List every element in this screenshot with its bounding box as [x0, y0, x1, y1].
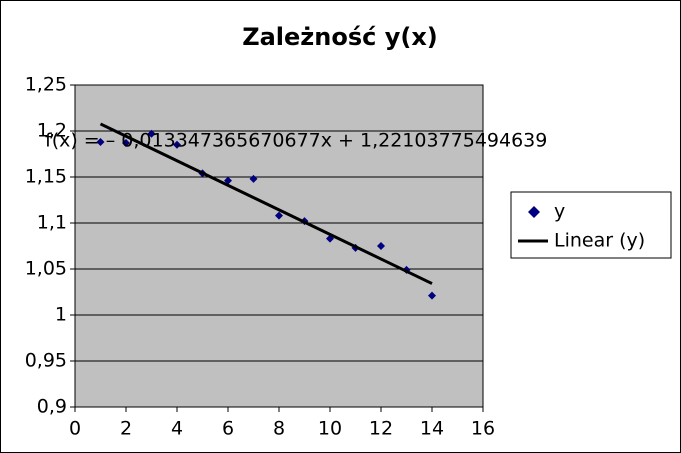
legend-label: Linear (y)	[554, 230, 645, 252]
trendline	[99, 122, 433, 285]
x-tick-label: 14	[420, 418, 444, 440]
legend-marker	[528, 206, 540, 218]
x-tick-label: 8	[273, 418, 285, 440]
x-tick-label: 6	[222, 418, 234, 440]
y-tick-label: 0,9	[37, 396, 67, 418]
x-tick-label: 0	[69, 418, 81, 440]
x-tick-label: 2	[120, 418, 132, 440]
point	[173, 140, 181, 149]
x-tick-label: 12	[369, 418, 393, 440]
point	[96, 138, 105, 147]
point	[122, 138, 130, 147]
plot-border	[74, 84, 484, 408]
legend-label: y	[554, 201, 565, 223]
legend-box	[510, 191, 672, 259]
point	[249, 174, 258, 183]
y-tick-label: 1	[55, 304, 67, 326]
y-tick-label: 1,15	[25, 166, 67, 188]
y-tick-label: 1,05	[25, 258, 67, 280]
y-tick-label: 1,2	[37, 120, 67, 142]
point	[377, 242, 385, 250]
trendline-equation: f(x) = – 0,013347365670677x + 1,22103775…	[45, 130, 547, 152]
y-tick-label: 1,25	[25, 74, 67, 96]
y-tick-label: 1,1	[37, 212, 67, 234]
point	[275, 211, 283, 220]
x-tick-label: 16	[471, 418, 495, 440]
plot-background	[75, 85, 483, 407]
x-tick-label: 10	[318, 418, 342, 440]
point	[147, 129, 156, 138]
point	[428, 291, 436, 300]
y-tick-label: 0,95	[25, 350, 67, 372]
point	[224, 176, 232, 185]
chart-title: Zależność y(x)	[242, 23, 438, 51]
x-tick-label: 4	[171, 418, 183, 440]
